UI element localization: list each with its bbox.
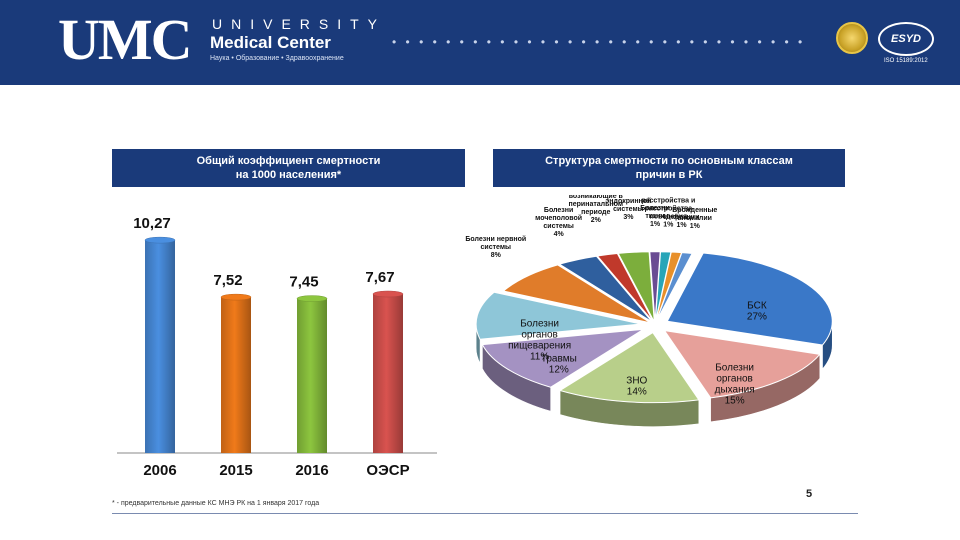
pie-slice	[481, 328, 644, 388]
x-tick-label: 2006	[143, 462, 176, 479]
logo-university: UNIVERSITY	[212, 16, 387, 32]
pie-slice	[475, 291, 642, 340]
pie-title-line2: причин в РК	[635, 169, 703, 181]
x-tick-label: 2016	[295, 462, 328, 479]
bar-value-label: 7,67	[365, 269, 394, 286]
pie-slice	[655, 252, 693, 322]
bar-value-label: 7,52	[213, 272, 242, 289]
bar-top	[144, 236, 176, 244]
pie-slice-label: Состояниявозникающие вперинатальномперио…	[569, 195, 624, 224]
award-seal-icon	[836, 22, 868, 54]
page-number: 5	[806, 488, 813, 500]
pie-slice	[596, 252, 654, 323]
pie-slice-label: Врожденные аномалии 1%	[672, 207, 717, 230]
x-tick-label: ОЭСР	[366, 462, 409, 479]
x-tick-label: 2015	[219, 462, 252, 479]
bar-title-line1: Общий коэффициент смертности	[196, 155, 381, 167]
footnote: * - предварительные данные КС МНЭ РК на …	[112, 500, 320, 507]
pie-slice-label: Травмы 12%	[541, 354, 577, 376]
bar-2006	[145, 240, 175, 453]
bar-value-label: 7,45	[289, 274, 318, 291]
bar-group: 10,27 2006	[133, 215, 176, 479]
pie-slice	[617, 251, 655, 322]
bar-group: 7,67 ОЭСР	[365, 269, 409, 479]
bar-2015	[221, 297, 251, 453]
bar-top	[220, 293, 252, 301]
pie-slice-label: Инфекции 1%	[664, 214, 700, 229]
pie-slice-label: Психическиерасстройства ирасстройствапов…	[641, 195, 695, 228]
pie-title-line1: Структура смертности по основным классам	[545, 155, 793, 167]
pie-slice	[663, 329, 821, 399]
logo-abbr: UMC	[58, 7, 193, 72]
bar-ОЭСР	[373, 294, 403, 453]
footer-divider	[112, 513, 858, 514]
pie-slice-label: Болезни мочеполовой системы 4%	[535, 207, 582, 238]
pie-slice-label: Болезниэндокриннойсистемы3%	[605, 195, 651, 221]
pie-slice-label: Болезни нервной системы 8%	[465, 235, 526, 259]
logo-tagline: Наука • Образование • Здравоохранение	[210, 55, 344, 62]
pie-slice	[558, 331, 700, 404]
pie-slice-label: Болезни органов дыхания 15%	[715, 362, 755, 406]
bar-title-line2: на 1000 населения*	[235, 169, 342, 181]
bar-panel-title: Общий коэффициент смертности на 1000 нас…	[112, 149, 465, 187]
logo-name: Medical Center	[210, 33, 331, 52]
header-bar: UMC UNIVERSITY Medical Center Наука • Об…	[0, 0, 960, 85]
esyd-badge-sub: ISO 15189:2012	[884, 58, 928, 64]
pie-panel-title: Структура смертности по основным классам…	[493, 149, 845, 187]
pie-slice	[502, 264, 651, 324]
esyd-badge: ESYD	[878, 22, 934, 56]
bar-top	[372, 290, 404, 298]
bar-2016	[297, 298, 327, 453]
bar-value-label: 10,27	[133, 215, 171, 232]
pie-slice-label: Болезни органов пищеварения 11%	[508, 319, 571, 363]
pie-slice-label: Болезни ткани 1%	[640, 205, 669, 228]
pie-slice-label: ЗНО 14%	[626, 375, 647, 397]
bar-group: 7,52 2015	[213, 272, 252, 479]
pie-slice-label: БСК 27%	[747, 300, 767, 322]
bar-top	[296, 295, 328, 302]
decorative-dots: • • • • • • • • • • • • • • • • • • • • …	[392, 35, 806, 49]
bar-chart: 10,27 2006 7,52 2015 7,45 2016 7,67 ОЭСР	[117, 215, 437, 479]
pie-chart: БСК 27% Болезни органов дыхания 15% ЗНО 14% Трав…	[465, 195, 833, 427]
bar-group: 7,45 2016	[289, 274, 328, 479]
pie-slice	[558, 255, 653, 323]
pie-slice	[666, 252, 833, 346]
